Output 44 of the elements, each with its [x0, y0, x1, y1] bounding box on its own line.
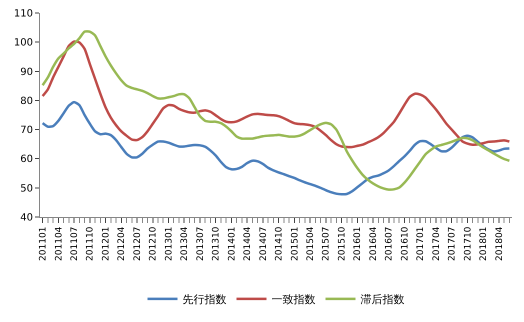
x-tick-label: 201410	[274, 226, 285, 261]
x-tick-label: 201707	[448, 226, 458, 261]
x-tick-label: 201510	[337, 226, 348, 261]
x-tick-label: 201607	[384, 226, 395, 261]
x-tick-label: 201401	[227, 226, 238, 261]
x-tick-label: 201507	[322, 226, 332, 261]
x-tick-label: 201407	[258, 226, 269, 261]
x-tick-label: 201604	[368, 226, 379, 261]
x-tick-label: 201210	[148, 226, 159, 261]
y-tick-label: 50	[20, 183, 33, 194]
legend-label: 先行指数	[182, 293, 226, 306]
x-tick-label: 201207	[132, 226, 143, 261]
x-tick-label: 201307	[196, 226, 206, 261]
line-series	[41, 100, 511, 196]
x-tick-label: 201701	[416, 226, 426, 261]
x-tick-label: 201804	[494, 226, 505, 261]
x-tick-label: 201101	[38, 226, 49, 261]
x-tick-label: 201710	[463, 226, 474, 261]
x-tick-label: 201204	[117, 226, 128, 261]
y-tick-label: 80	[20, 96, 33, 107]
x-tick-label: 201501	[290, 226, 300, 261]
y-tick-label: 70	[20, 125, 33, 136]
y-tick-label: 110	[14, 8, 33, 20]
x-tick-label: 201404	[243, 226, 254, 261]
legend-label: 滞后指数	[360, 293, 404, 306]
line-series	[41, 30, 511, 191]
legend-label: 一致指数	[272, 293, 316, 306]
y-tick-label: 90	[20, 66, 33, 78]
x-tick-label: 201304	[180, 226, 190, 261]
y-tick-label: 60	[20, 154, 33, 166]
x-tick-label: 201201	[101, 226, 112, 261]
x-tick-label: 201504	[306, 226, 316, 261]
line-series	[41, 40, 511, 148]
x-tick-label: 201801	[479, 226, 490, 261]
x-tick-label: 201104	[54, 226, 64, 261]
y-tick-label: 40	[20, 212, 33, 224]
x-tick-label: 201310	[212, 226, 222, 261]
x-tick-label: 201107	[70, 226, 80, 261]
y-tick-label: 100	[14, 38, 33, 49]
x-tick-label: 201610	[400, 226, 410, 261]
x-tick-label: 201704	[432, 226, 442, 261]
x-tick-label: 201601	[353, 226, 364, 261]
x-tick-label: 201301	[164, 226, 174, 261]
x-tick-label: 201110	[86, 226, 96, 261]
